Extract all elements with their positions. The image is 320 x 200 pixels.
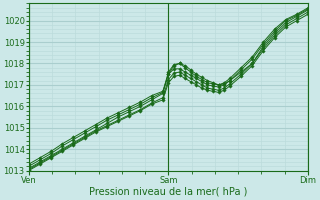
X-axis label: Pression niveau de la mer( hPa ): Pression niveau de la mer( hPa ) [89, 187, 248, 197]
